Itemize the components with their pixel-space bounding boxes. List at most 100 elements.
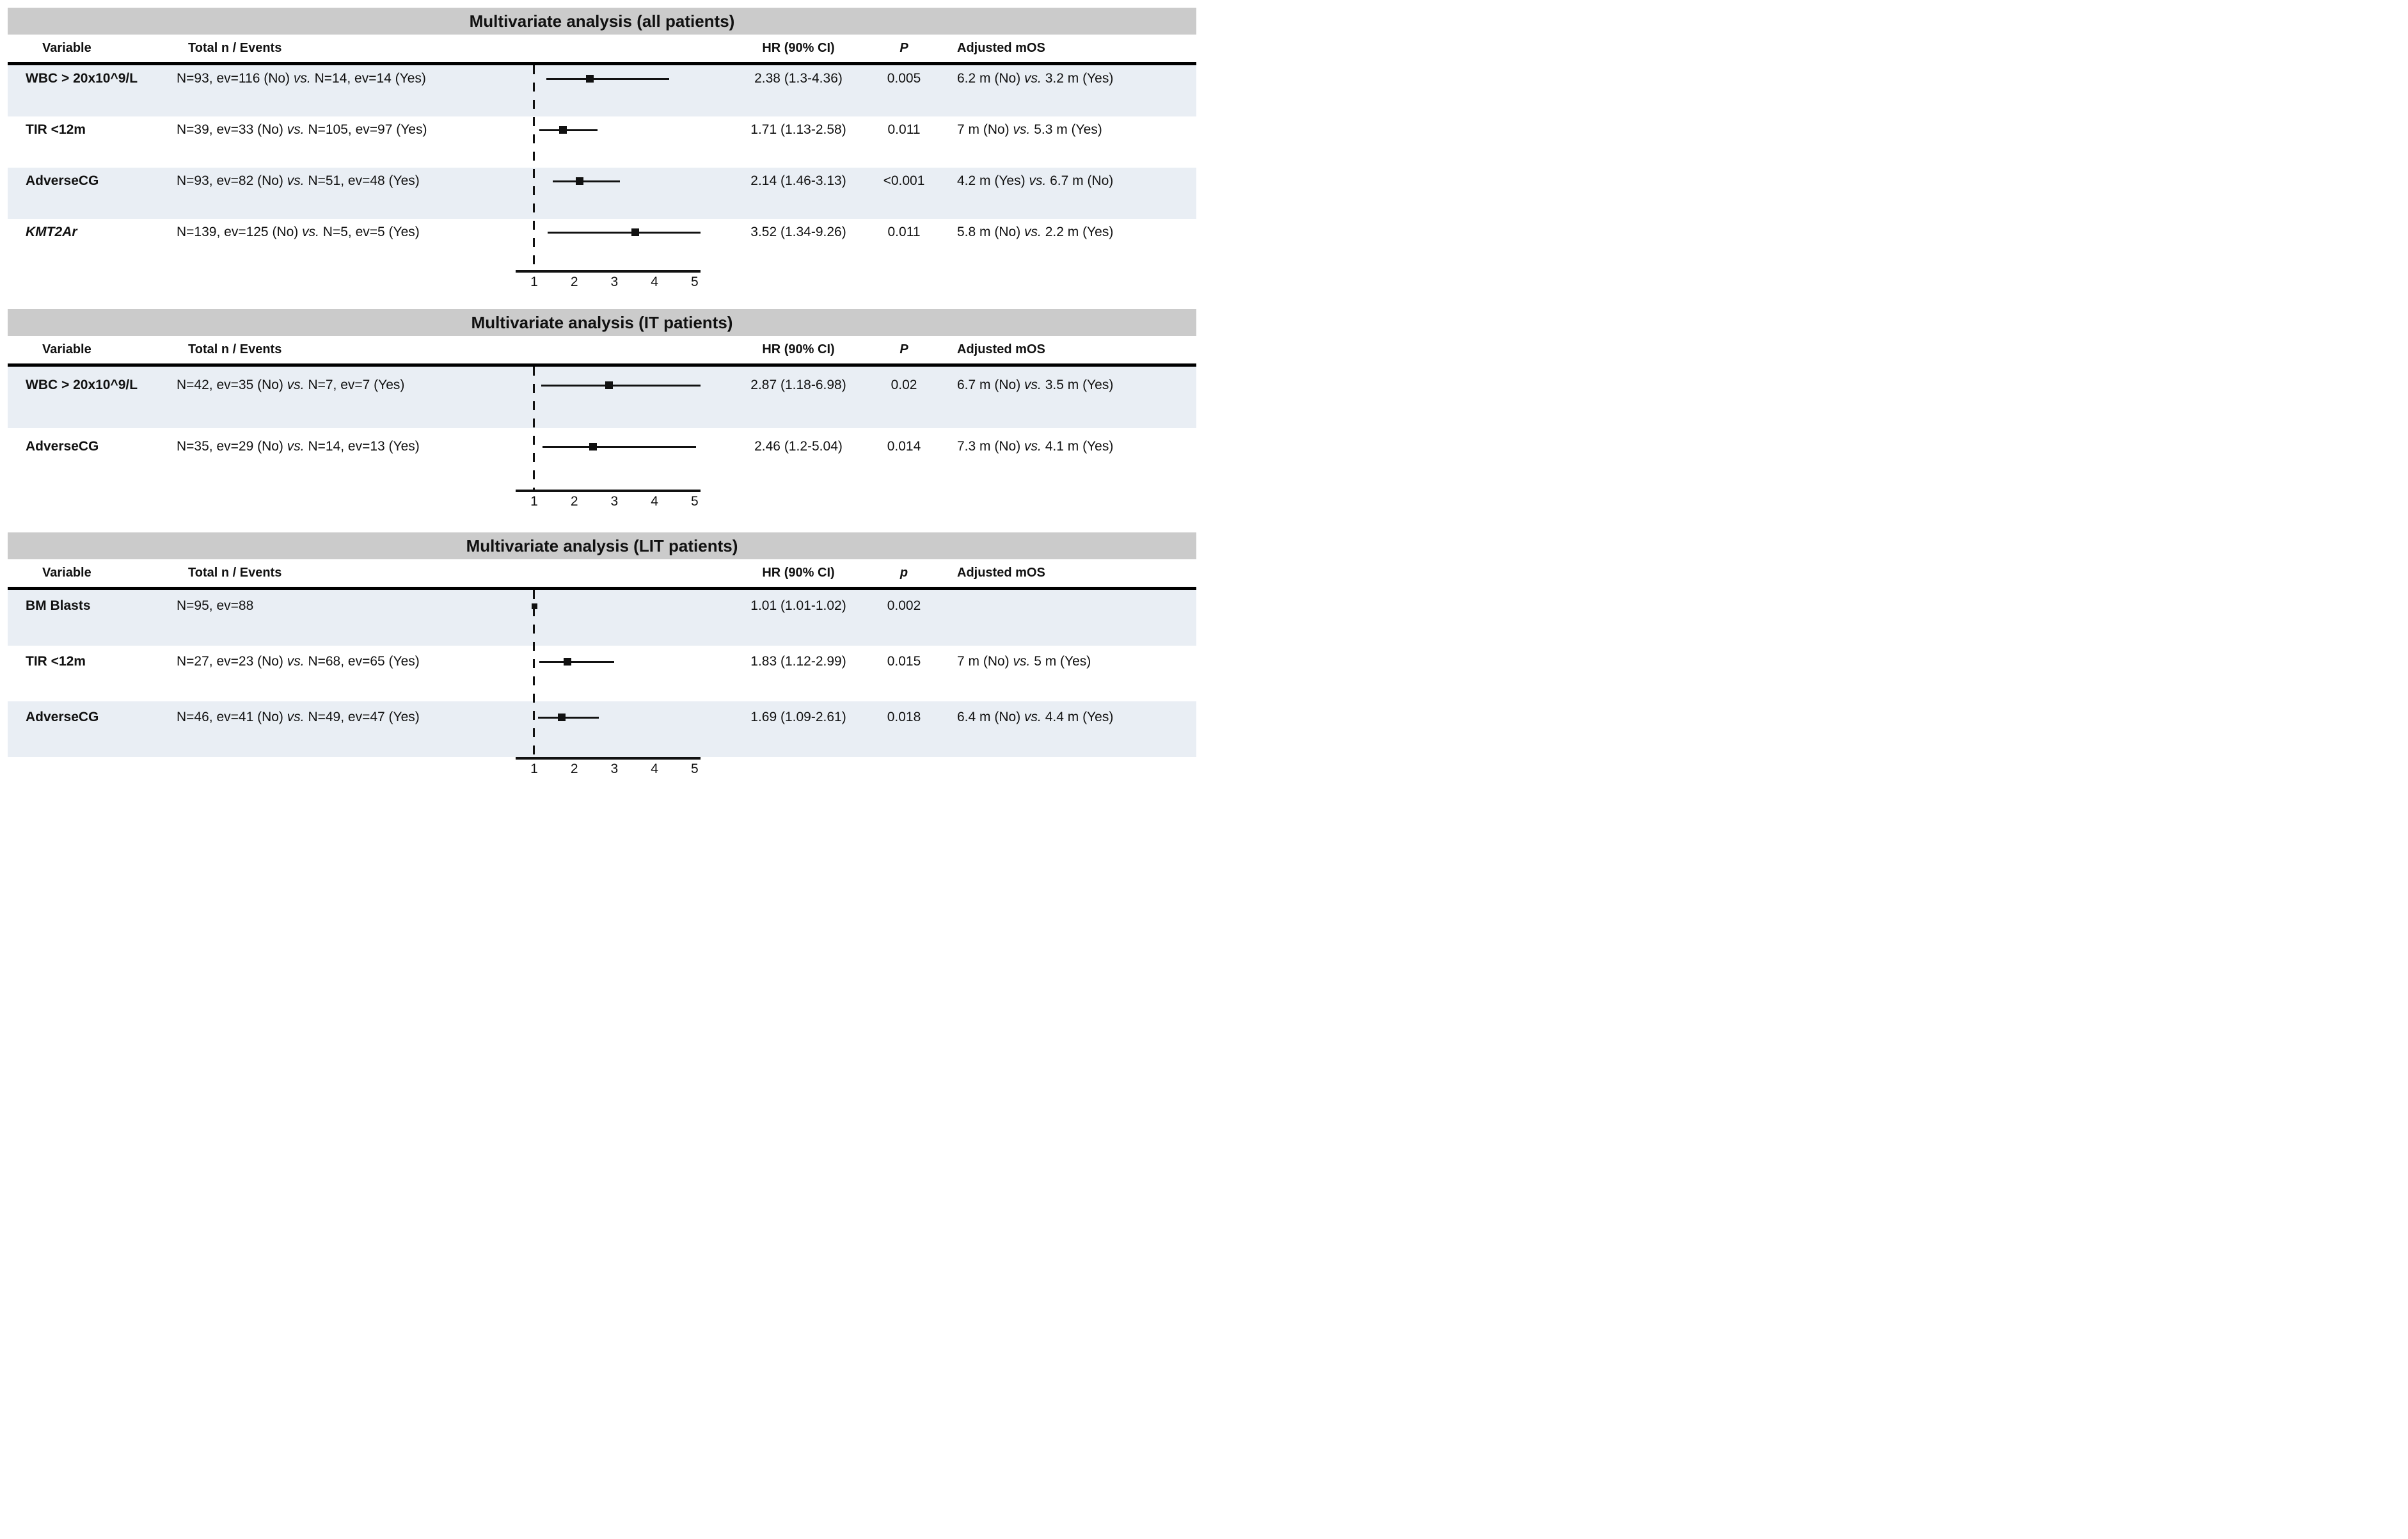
hr-cell: 1.01 (1.01-1.02) bbox=[750, 598, 846, 613]
events-cell: N=42, ev=35 (No) vs. N=7, ev=7 (Yes) bbox=[177, 378, 405, 392]
ci-line bbox=[546, 77, 669, 80]
column-header-p: p bbox=[899, 566, 908, 580]
column-header-variable: Variable bbox=[42, 41, 91, 55]
events-cell: N=46, ev=41 (No) vs. N=49, ev=47 (Yes) bbox=[177, 710, 420, 724]
column-header-events: Total n / Events bbox=[188, 566, 282, 580]
hr-box-marker bbox=[558, 714, 566, 721]
mos-cell: 5.8 m (No) vs. 2.2 m (Yes) bbox=[957, 225, 1114, 239]
hr-cell: 2.14 (1.46-3.13) bbox=[750, 173, 846, 188]
hr-cell: 2.38 (1.3-4.36) bbox=[754, 71, 843, 86]
hr-box-marker bbox=[576, 177, 584, 185]
mos-cell: 6.2 m (No) vs. 3.2 m (Yes) bbox=[957, 71, 1114, 86]
tick-label: 2 bbox=[570, 494, 578, 509]
p-cell: <0.001 bbox=[883, 173, 925, 188]
hr-cell: 1.83 (1.12-2.99) bbox=[750, 654, 846, 669]
x-axis: 1 2 3 4 5 bbox=[8, 490, 1196, 511]
hr-cell: 3.52 (1.34-9.26) bbox=[750, 225, 846, 239]
ci-line bbox=[537, 716, 599, 719]
table-row: AdverseCG N=46, ev=41 (No) vs. N=49, ev=… bbox=[8, 701, 1196, 757]
ci-line bbox=[552, 180, 620, 182]
p-cell: 0.018 bbox=[887, 710, 921, 724]
mos-cell: 7.3 m (No) vs. 4.1 m (Yes) bbox=[957, 439, 1114, 454]
hr-cell: 1.69 (1.09-2.61) bbox=[750, 710, 846, 724]
reference-line bbox=[533, 367, 535, 490]
axis-line bbox=[516, 490, 701, 492]
table-row: WBC > 20x10^9/L N=42, ev=35 (No) vs. N=7… bbox=[8, 367, 1196, 428]
tick-label: 2 bbox=[570, 762, 578, 776]
forest-plot-cell bbox=[509, 116, 734, 168]
panel-title: Multivariate analysis (all patients) bbox=[8, 8, 1196, 35]
column-header-row: Variable Total n / Events HR (90% CI) P … bbox=[8, 336, 1196, 367]
hr-box-marker bbox=[589, 443, 597, 451]
panel-lit-patients: Multivariate analysis (LIT patients) Var… bbox=[8, 532, 1196, 779]
axis-line bbox=[516, 270, 701, 273]
panel-title: Multivariate analysis (LIT patients) bbox=[8, 532, 1196, 559]
events-cell: N=139, ev=125 (No) vs. N=5, ev=5 (Yes) bbox=[177, 225, 420, 239]
panel-all-patients: Multivariate analysis (all patients) Var… bbox=[8, 8, 1196, 292]
table-row: TIR <12m N=39, ev=33 (No) vs. N=105, ev=… bbox=[8, 116, 1196, 168]
table-row: BM Blasts N=95, ev=88 1.01 (1.01-1.02) 0… bbox=[8, 590, 1196, 646]
hr-box-marker bbox=[585, 75, 594, 83]
variable-cell: TIR <12m bbox=[26, 122, 86, 137]
p-cell: 0.014 bbox=[887, 439, 921, 454]
tick-label: 5 bbox=[690, 275, 699, 289]
variable-cell: KMT2Ar bbox=[26, 225, 77, 239]
table-row: AdverseCG N=93, ev=82 (No) vs. N=51, ev=… bbox=[8, 168, 1196, 219]
panel-rows: BM Blasts N=95, ev=88 1.01 (1.01-1.02) 0… bbox=[8, 590, 1196, 757]
variable-cell: WBC > 20x10^9/L bbox=[26, 378, 138, 392]
table-row: AdverseCG N=35, ev=29 (No) vs. N=14, ev=… bbox=[8, 428, 1196, 490]
tick-label: 1 bbox=[530, 275, 538, 289]
variable-cell: AdverseCG bbox=[26, 710, 99, 724]
tick-label: 1 bbox=[530, 762, 538, 776]
hr-cell: 1.71 (1.13-2.58) bbox=[750, 122, 846, 137]
ci-line bbox=[542, 445, 697, 448]
column-header-row: Variable Total n / Events HR (90% CI) p … bbox=[8, 559, 1196, 590]
table-row: KMT2Ar N=139, ev=125 (No) vs. N=5, ev=5 … bbox=[8, 219, 1196, 270]
events-cell: N=39, ev=33 (No) vs. N=105, ev=97 (Yes) bbox=[177, 122, 427, 137]
column-header-variable: Variable bbox=[42, 342, 91, 356]
forest-plot-cell bbox=[509, 428, 734, 490]
forest-plot-cell bbox=[509, 65, 734, 116]
panel-title: Multivariate analysis (IT patients) bbox=[8, 309, 1196, 336]
column-header-p: P bbox=[899, 41, 908, 55]
column-header-hr: HR (90% CI) bbox=[762, 41, 835, 55]
p-cell: 0.011 bbox=[887, 122, 921, 137]
ci-line bbox=[539, 660, 614, 663]
variable-cell: TIR <12m bbox=[26, 654, 86, 669]
ci-line bbox=[541, 384, 701, 387]
column-header-mos: Adjusted mOS bbox=[957, 566, 1045, 580]
events-cell: N=93, ev=82 (No) vs. N=51, ev=48 (Yes) bbox=[177, 173, 420, 188]
column-header-p: P bbox=[899, 342, 908, 356]
p-cell: 0.02 bbox=[891, 378, 917, 392]
hr-box-marker bbox=[558, 126, 567, 134]
tick-label: 3 bbox=[610, 494, 619, 509]
p-cell: 0.005 bbox=[887, 71, 921, 86]
p-cell: 0.002 bbox=[887, 598, 921, 613]
events-cell: N=35, ev=29 (No) vs. N=14, ev=13 (Yes) bbox=[177, 439, 420, 454]
tick-label: 5 bbox=[690, 494, 699, 509]
mos-cell: 4.2 m (Yes) vs. 6.7 m (No) bbox=[957, 173, 1114, 188]
mos-cell bbox=[946, 590, 1196, 646]
x-axis: 1 2 3 4 5 bbox=[8, 270, 1196, 292]
panel-it-patients: Multivariate analysis (IT patients) Vari… bbox=[8, 309, 1196, 511]
column-header-events: Total n / Events bbox=[188, 41, 282, 55]
mos-cell: 7 m (No) vs. 5 m (Yes) bbox=[957, 654, 1091, 669]
ci-line bbox=[539, 129, 598, 131]
hr-box-marker bbox=[564, 658, 572, 666]
panel-rows: WBC > 20x10^9/L N=42, ev=35 (No) vs. N=7… bbox=[8, 367, 1196, 490]
axis-line bbox=[516, 757, 701, 760]
forest-plot-cell bbox=[509, 701, 734, 757]
hr-cell: 2.46 (1.2-5.04) bbox=[754, 439, 843, 454]
mos-cell: 7 m (No) vs. 5.3 m (Yes) bbox=[957, 122, 1102, 137]
events-cell: N=93, ev=116 (No) vs. N=14, ev=14 (Yes) bbox=[177, 71, 426, 86]
column-header-hr: HR (90% CI) bbox=[762, 342, 835, 356]
variable-cell: AdverseCG bbox=[26, 439, 99, 454]
events-cell: N=95, ev=88 bbox=[177, 598, 254, 613]
p-cell: 0.015 bbox=[887, 654, 921, 669]
column-header-row: Variable Total n / Events HR (90% CI) P … bbox=[8, 35, 1196, 65]
column-header-hr: HR (90% CI) bbox=[762, 566, 835, 580]
tick-label: 4 bbox=[651, 494, 658, 509]
forest-plot-cell bbox=[509, 646, 734, 701]
forest-plot-cell bbox=[509, 219, 734, 270]
tick-label: 1 bbox=[530, 494, 538, 509]
